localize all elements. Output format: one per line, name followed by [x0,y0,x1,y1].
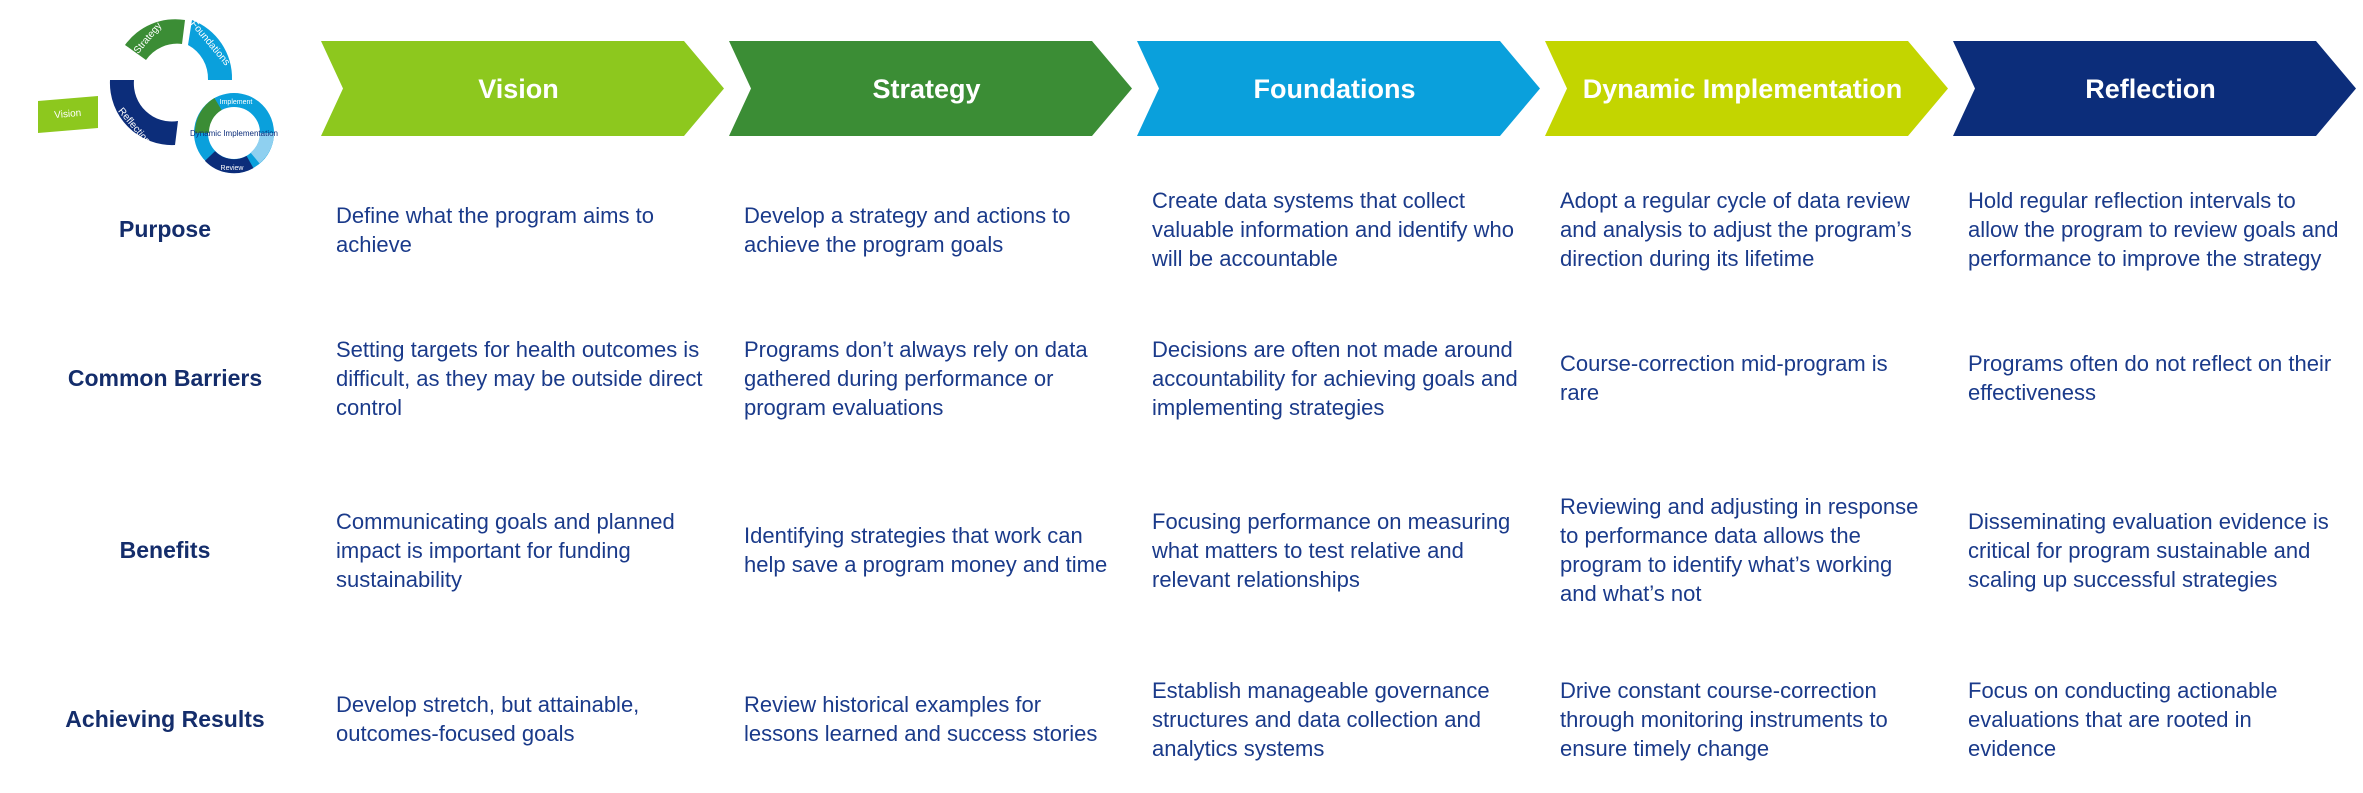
cell-text: Communicating goals and planned impact i… [336,508,675,592]
cell-text: Focus on conducting actionable evaluatio… [1968,677,2278,761]
header-chevron [729,41,1132,136]
cell-text: Drive constant course-correction through… [1560,677,1888,761]
cell-text: Adopt a regular cycle of data review and… [1560,188,1912,271]
header-label: Dynamic Implementation [1582,73,1903,104]
cell-text: Disseminating evaluation evidence is cri… [1968,508,2329,592]
cell-text: Setting targets for health outcomes is d… [336,336,703,420]
logo: Strategy FoundationsReflectionVisionImple… [38,19,278,174]
logo-sublabel: Review [221,165,245,172]
logo-label: Vision [54,108,82,121]
cell-text: Course-correction mid-program is rare [1560,351,1888,405]
cell-text: Hold regular reflection intervals to all… [1968,188,2339,271]
cell-text: Develop a strategy and actions to achiev… [744,202,1071,257]
cell-text: Reviewing and adjusting in response to p… [1560,494,1919,606]
logo-sublabel: Dynamic Implementation [190,129,278,138]
row-label: Purpose [118,216,212,242]
header-chevron [1953,41,2356,136]
cell-text: Review historical examples for lessons l… [744,692,1098,746]
cell-text: Define what the program aims to achieve [336,202,654,257]
logo-sublabel: Implement [220,99,253,106]
row-label: Common Barriers [67,364,263,391]
cell-text: Decisions are often not made around acco… [1152,336,1518,420]
header-chevron [1137,41,1540,136]
cell-text: Develop stretch, but attainable, outcome… [336,692,640,746]
header-chevron [1545,41,1948,136]
cell-text: Focusing performance on measuring what m… [1152,508,1511,592]
header-chevron [321,41,724,136]
header-label: Reflection [2085,73,2216,104]
header-label: Foundations [1253,73,1416,104]
row-label: Benefits [119,536,211,563]
cell-text: Identifying strategies that work can hel… [744,523,1108,577]
cell-text: Establish manageable governance structur… [1152,677,1490,761]
cell-text: Create data systems that collect valuabl… [1152,188,1515,271]
header-label: Vision [478,73,559,104]
cell-text: Programs often do not reflect on their e… [1968,351,2332,405]
header-label: Strategy [872,73,981,104]
cell-text: Programs don’t always rely on data gathe… [744,336,1088,420]
row-label: Achieving Results [65,705,265,732]
